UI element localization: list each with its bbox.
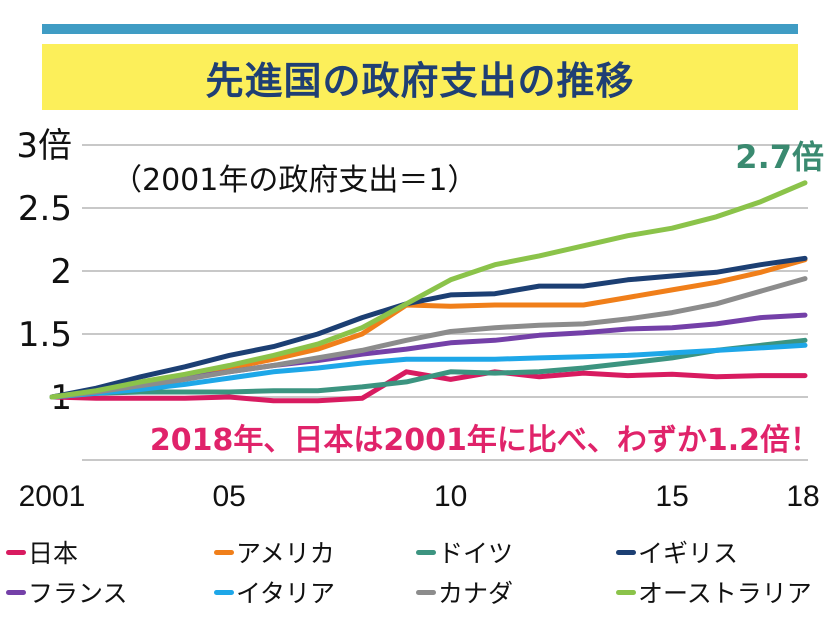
chart-title: 先進国の政府支出の推移: [205, 58, 635, 103]
x-tick-label: 15: [655, 480, 688, 513]
y-tick-label: 2.5: [18, 189, 72, 229]
legend-item: カナダ: [416, 572, 513, 612]
legend-swatch: [416, 549, 436, 555]
legend-item: フランス: [6, 572, 128, 612]
legend-label: オーストラリア: [638, 579, 812, 608]
legend-swatch: [616, 549, 636, 555]
legend-label: イギリス: [638, 539, 739, 568]
x-tick-label: 18: [786, 480, 819, 513]
legend-label: フランス: [28, 579, 128, 608]
series-line-3: [49, 255, 808, 400]
series-line-2: [49, 337, 808, 400]
legend-item: ドイツ: [416, 532, 513, 572]
series-lines: [49, 180, 808, 404]
legend-item: オーストラリア: [616, 572, 812, 612]
line-chart: 11.522.53倍 2001 05 10 15 18 （2001年の政府支出＝1） 2…: [16, 126, 824, 513]
x-tick-label: 05: [212, 480, 245, 513]
series-line-7: [49, 180, 808, 400]
japan-callout: 2018年、日本は2001年に比べ、わずか1.2倍！: [150, 423, 820, 458]
legend-swatch: [416, 589, 436, 595]
legend-label: カナダ: [438, 579, 514, 608]
legend-swatch: [214, 589, 234, 595]
y-tick-label: 1.5: [18, 315, 72, 355]
legend-label: アメリカ: [236, 539, 335, 568]
series-line-6: [49, 276, 808, 400]
series-line-5: [49, 342, 808, 400]
x-tick-label: 2001: [19, 480, 86, 513]
legend-swatch: [214, 549, 234, 555]
title-band: 先進国の政府支出の推移: [42, 44, 798, 110]
legend-item: アメリカ: [214, 532, 335, 572]
legend-swatch: [616, 589, 636, 595]
y-tick-label: 3倍: [16, 126, 72, 166]
legend-item: イタリア: [214, 572, 335, 612]
legend-label: 日本: [28, 539, 79, 568]
legend-item: 日本: [6, 532, 78, 572]
top-rule: [42, 24, 798, 34]
y-tick-label: 2: [50, 252, 72, 292]
legend-label: イタリア: [236, 579, 336, 608]
legend-label: ドイツ: [438, 539, 514, 568]
y-axis-ticks: 11.522.53倍: [16, 126, 72, 418]
x-axis-ticks: 2001 05 10 15 18: [19, 480, 820, 513]
legend-swatch: [6, 549, 26, 555]
australia-end-label: 2.7倍: [735, 138, 824, 176]
x-tick-label: 10: [434, 480, 467, 513]
chart-subtitle: （2001年の政府支出＝1）: [112, 163, 477, 198]
legend-item: イギリス: [616, 532, 738, 572]
legend-swatch: [6, 589, 26, 595]
legend: 日本 アメリカ ドイツ イギリスフランス イタリア カナダ オーストラリア: [6, 532, 836, 616]
